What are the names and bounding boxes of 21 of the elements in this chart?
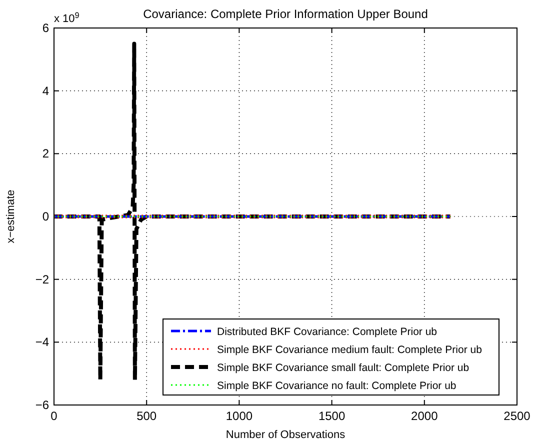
y-tick-label: −2 [35, 272, 50, 286]
y-tick-label: 0 [42, 210, 50, 224]
y-tick-label: 4 [42, 84, 50, 98]
x-tick-label: 500 [136, 409, 157, 423]
x-tick-label: 2500 [504, 409, 531, 423]
text: x 10$^{9}$ [54, 10, 80, 25]
y-tick-label: 2 [42, 146, 50, 161]
legend-label: Distributed BKF Covariance: Complete Prior ub [217, 326, 438, 338]
y-axis-title: x−estimate [5, 190, 17, 244]
x-tick-label: 1500 [318, 409, 346, 423]
y-tick-label: −4 [35, 335, 50, 350]
x-tick-label: 0 [50, 409, 58, 423]
x-tick-label: 1000 [226, 409, 253, 423]
y-tick-label: −6 [35, 398, 50, 412]
legend-label: Simple BKF Covariance medium fault: Complete Prior ub [217, 344, 482, 356]
chart-title: Covariance: Complete Prior Information Upper Bound [143, 7, 428, 21]
x-axis-title: Number of Observations [226, 429, 346, 441]
legend-label: Simple BKF Covariance no fault: Complete Prior ub [217, 380, 456, 392]
x-tick-label: 2000 [411, 409, 438, 423]
y-tick-label: 6 [42, 21, 50, 35]
legend-label: Simple BKF Covariance small fault: Complete Prior ub [217, 362, 470, 374]
